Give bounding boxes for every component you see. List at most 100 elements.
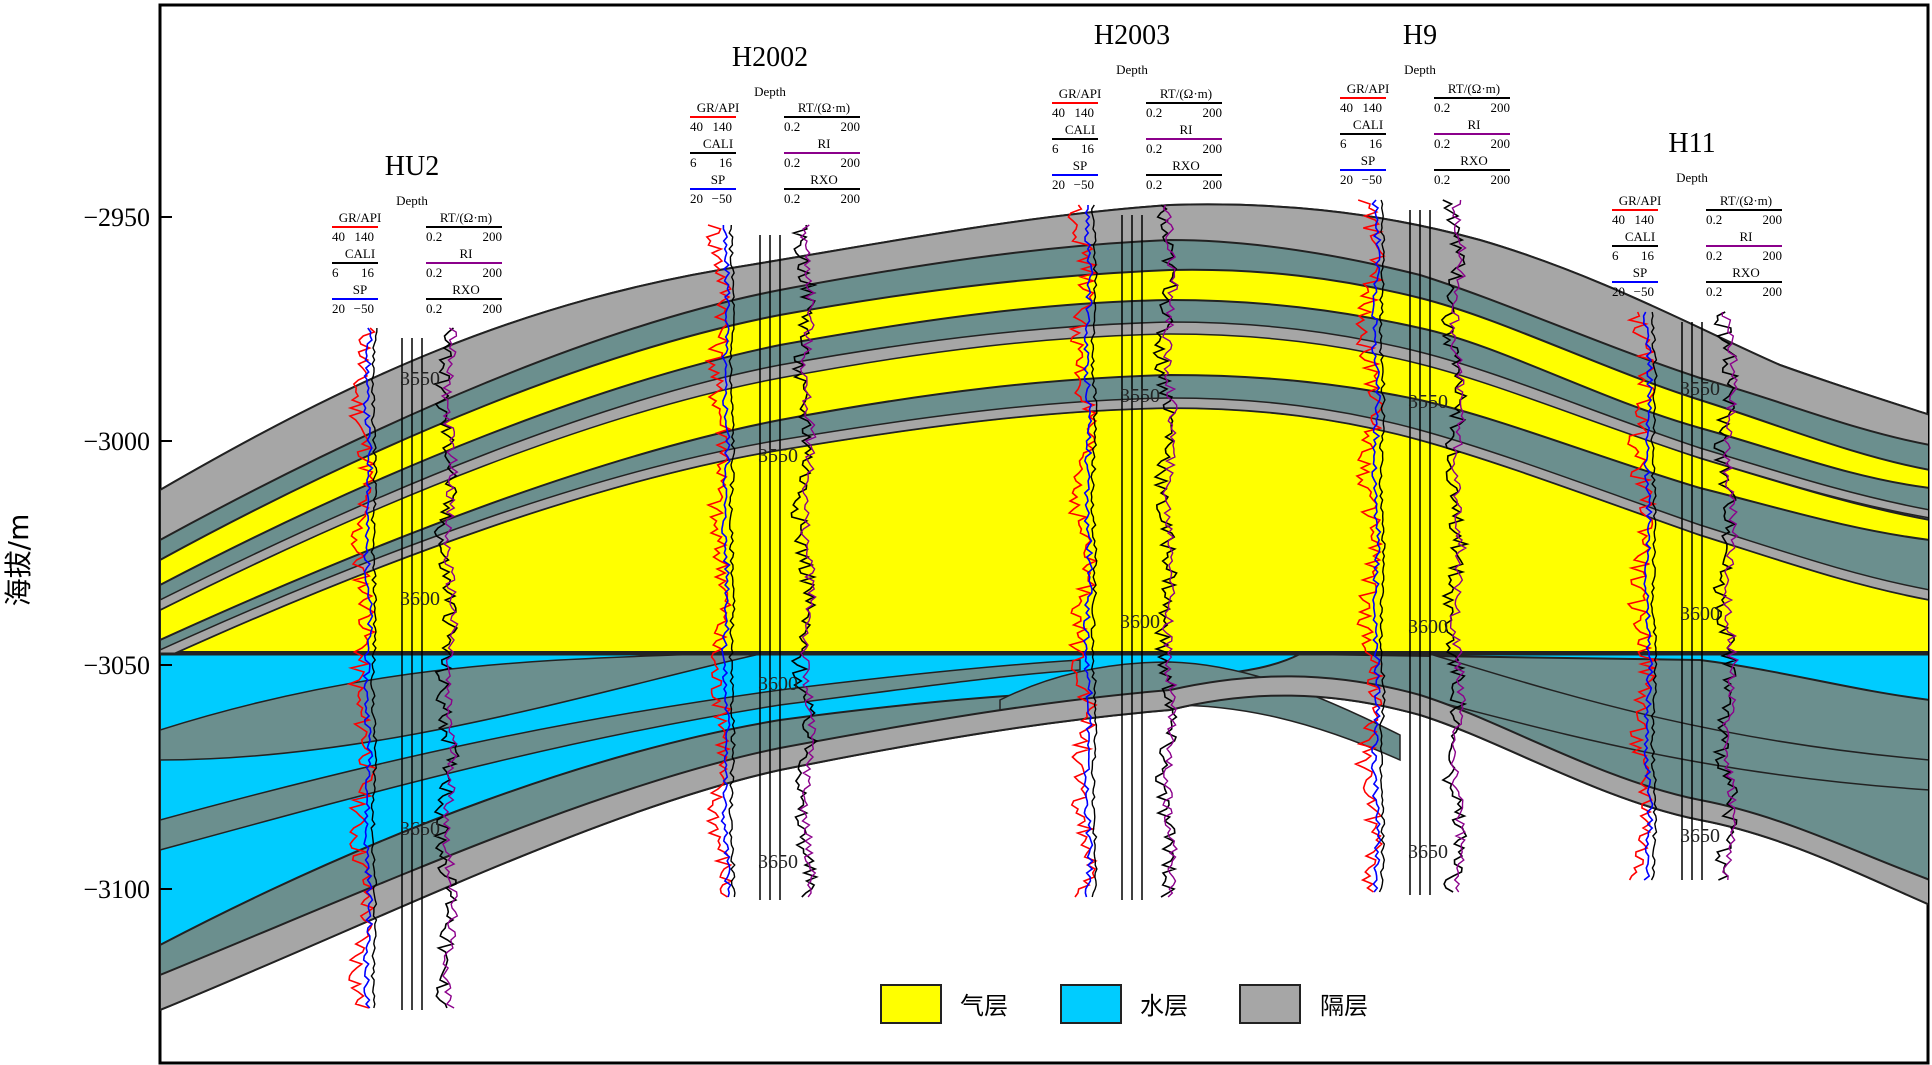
depth-mark: 3550 bbox=[758, 445, 798, 467]
track-min: 6 bbox=[332, 265, 339, 280]
track-label-1: CALI bbox=[1353, 117, 1383, 132]
ri-curve bbox=[1161, 204, 1179, 898]
track-label-0: GR/API bbox=[1619, 193, 1662, 208]
depth-mark: 3550 bbox=[1408, 391, 1448, 413]
barrier-stripe-2 bbox=[160, 397, 1928, 661]
depth-label: Depth bbox=[1116, 62, 1148, 77]
track-max: 140 bbox=[1363, 100, 1383, 115]
legend-gas-label: 气层 bbox=[960, 993, 1008, 1020]
well-name: HU2 bbox=[385, 151, 439, 182]
top-barrier-layer bbox=[160, 203, 1928, 542]
res-track-label-1: RI bbox=[1740, 229, 1753, 244]
sp-curve bbox=[1370, 199, 1382, 893]
barrier-stripe-1 bbox=[160, 321, 1928, 611]
res-max: 200 bbox=[483, 265, 503, 280]
res-track-label-1: RI bbox=[1468, 117, 1481, 132]
track-max: 16 bbox=[1081, 141, 1095, 156]
res-max: 200 bbox=[1491, 136, 1511, 151]
sp-curve bbox=[362, 327, 374, 1009]
y-tick-label-2: −3050 bbox=[83, 651, 150, 680]
depth-mark: 3600 bbox=[758, 673, 798, 695]
res-max: 200 bbox=[1203, 177, 1223, 192]
res-min: 0.2 bbox=[426, 265, 442, 280]
depth-mark: 3550 bbox=[400, 368, 440, 390]
depth-mark: 3550 bbox=[1120, 385, 1160, 407]
res-max: 200 bbox=[483, 301, 503, 316]
y-tick-label-3: −3100 bbox=[83, 875, 150, 904]
res-max: 200 bbox=[1763, 212, 1783, 227]
ri-curve bbox=[1448, 199, 1468, 893]
well-h2003: H2003 Depth GR/API 40 140 CALI 6 16 SP 20 −50 RT/(Ω… bbox=[1052, 20, 1222, 900]
track-max: 16 bbox=[361, 265, 375, 280]
track-max: −50 bbox=[354, 301, 374, 316]
cali-curve bbox=[1650, 311, 1658, 881]
well-logs: HU2 Depth GR/API 40 140 CALI 6 16 SP 20 −50 RT/(Ω·m… bbox=[332, 20, 1782, 1010]
depth-label: Depth bbox=[754, 84, 786, 99]
legend-water-label: 水层 bbox=[1140, 993, 1188, 1020]
res-track-label-1: RI bbox=[460, 246, 473, 261]
well-h11: H11 Depth GR/API 40 140 CALI 6 16 SP 20 −50 RT/(Ω·m… bbox=[1612, 128, 1783, 881]
res-min: 0.2 bbox=[1706, 284, 1722, 299]
res-max: 200 bbox=[841, 191, 861, 206]
res-min: 0.2 bbox=[784, 191, 800, 206]
depth-mark: 3650 bbox=[1680, 825, 1720, 847]
track-min: 40 bbox=[1052, 105, 1065, 120]
res-min: 0.2 bbox=[1434, 136, 1450, 151]
track-label-2: SP bbox=[1073, 158, 1087, 173]
res-max: 200 bbox=[841, 119, 861, 134]
track-min: 6 bbox=[1340, 136, 1347, 151]
res-track-label-0: RT/(Ω·m) bbox=[1448, 81, 1500, 96]
res-min: 0.2 bbox=[784, 119, 800, 134]
water-shale-band-3 bbox=[1429, 652, 1928, 791]
depth-mark: 3600 bbox=[400, 588, 440, 610]
well-name: H2003 bbox=[1094, 20, 1170, 51]
res-min: 0.2 bbox=[784, 155, 800, 170]
legend-barrier-label: 隔层 bbox=[1320, 994, 1368, 1020]
rt-curve bbox=[432, 327, 460, 1009]
res-min: 0.2 bbox=[1706, 212, 1722, 227]
gr-curve bbox=[346, 327, 377, 1009]
cali-curve bbox=[1090, 204, 1098, 898]
track-label-2: SP bbox=[353, 282, 367, 297]
res-track-label-1: RI bbox=[818, 136, 831, 151]
track-max: −50 bbox=[1362, 172, 1382, 187]
track-min: 20 bbox=[690, 191, 703, 206]
res-max: 200 bbox=[1763, 284, 1783, 299]
gas-layer-1 bbox=[160, 268, 1928, 587]
res-min: 0.2 bbox=[1146, 177, 1162, 192]
track-min: 40 bbox=[332, 229, 345, 244]
rt-curve bbox=[1440, 199, 1470, 893]
depth-label: Depth bbox=[1676, 170, 1708, 185]
track-label-0: GR/API bbox=[339, 210, 382, 225]
track-max: 140 bbox=[1075, 105, 1095, 120]
track-max: 16 bbox=[719, 155, 733, 170]
track-min: 6 bbox=[1612, 248, 1619, 263]
res-min: 0.2 bbox=[426, 301, 442, 316]
well-hu2: HU2 Depth GR/API 40 140 CALI 6 16 SP 20 −50 RT/(Ω·m… bbox=[332, 151, 502, 1010]
rt-curve bbox=[1712, 311, 1740, 881]
depth-label: Depth bbox=[396, 193, 428, 208]
y-tick-label-1: −3000 bbox=[83, 427, 150, 456]
res-max: 200 bbox=[1491, 100, 1511, 115]
track-max: 140 bbox=[1635, 212, 1655, 227]
track-min: 20 bbox=[1340, 172, 1353, 187]
depth-label: Depth bbox=[1404, 62, 1436, 77]
track-label-1: CALI bbox=[1625, 229, 1655, 244]
res-max: 200 bbox=[1203, 105, 1223, 120]
res-max: 200 bbox=[483, 229, 503, 244]
track-max: −50 bbox=[1074, 177, 1094, 192]
track-min: 40 bbox=[1340, 100, 1353, 115]
depth-mark: 3600 bbox=[1680, 603, 1720, 625]
track-max: 140 bbox=[713, 119, 733, 134]
rt-curve bbox=[790, 224, 819, 898]
res-min: 0.2 bbox=[1706, 248, 1722, 263]
track-min: 20 bbox=[332, 301, 345, 316]
legend-water-swatch bbox=[1060, 984, 1122, 1024]
well-h9: H9 Depth GR/API 40 140 CALI 6 16 SP 20 −50 RT/(Ω·m)… bbox=[1340, 20, 1510, 895]
cali-curve bbox=[370, 327, 378, 1009]
track-min: 40 bbox=[1612, 212, 1625, 227]
cross-section-body bbox=[160, 203, 1928, 1012]
res-min: 0.2 bbox=[1146, 105, 1162, 120]
gr-curve bbox=[1353, 199, 1386, 893]
